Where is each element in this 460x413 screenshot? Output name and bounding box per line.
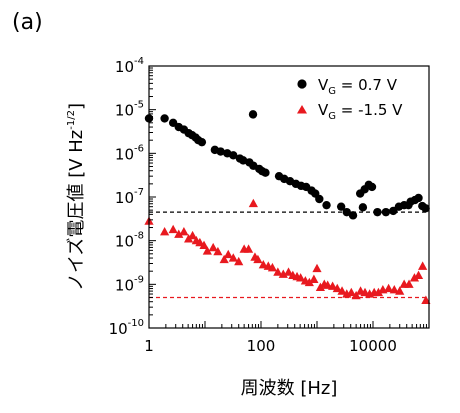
series-1-point-58 bbox=[421, 295, 431, 304]
data-points bbox=[144, 110, 431, 304]
legend-label-vg-minus-1-5-main: V bbox=[318, 101, 329, 119]
y-tick-label: 10-7 bbox=[115, 187, 144, 207]
x-axis-ticks: 1 100 10000 bbox=[144, 321, 427, 355]
series-1-point-10 bbox=[202, 246, 212, 255]
y-tick-label: 10-5 bbox=[115, 100, 144, 120]
y-axis-title: ノイズ電圧値 [V Hz-1/2] bbox=[66, 103, 87, 291]
x-tick-label: 100 bbox=[247, 337, 276, 355]
series-1-point-56 bbox=[413, 270, 424, 280]
series-0-point-34 bbox=[348, 211, 358, 220]
series-1-point-40 bbox=[337, 286, 347, 295]
series-1-point-6 bbox=[187, 230, 198, 240]
series-1-point-9 bbox=[199, 240, 209, 249]
legend: VG = 0.7 V VG = -1.5 V bbox=[297, 76, 403, 122]
legend-label-vg-minus-1-5-value: = -1.5 V bbox=[336, 101, 403, 119]
y-axis-title-main: ノイズ電圧値 [V Hz bbox=[66, 130, 87, 291]
series-1-point-52 bbox=[395, 286, 405, 295]
panel-label: (a) bbox=[12, 10, 43, 35]
series-0-point-32 bbox=[336, 202, 346, 211]
series-1-point-18 bbox=[243, 244, 254, 253]
legend-marker-vg-minus-1-5 bbox=[297, 105, 307, 114]
series-1-point-27 bbox=[283, 267, 294, 276]
series-0-point-33 bbox=[342, 207, 351, 217]
series-1-point-26 bbox=[278, 269, 288, 278]
y-tick-label: 10-8 bbox=[115, 231, 144, 251]
legend-marker-vg-0-7 bbox=[297, 79, 307, 89]
legend-label-vg-minus-1-5: VG = -1.5 V bbox=[318, 101, 403, 122]
series-0-point-39 bbox=[367, 182, 377, 192]
series-0-point-1 bbox=[160, 114, 169, 123]
series-1-point-54 bbox=[404, 279, 414, 288]
series-1-point-55 bbox=[409, 273, 420, 282]
legend-label-vg-0-7: VG = 0.7 V bbox=[318, 76, 398, 97]
series-1-point-12 bbox=[213, 246, 223, 256]
series-1-point-22 bbox=[258, 260, 268, 269]
series-1-point-24 bbox=[267, 262, 278, 272]
series-0-point-30 bbox=[315, 194, 324, 204]
y-tick-label: 10-6 bbox=[115, 143, 144, 163]
series-1-point-38 bbox=[328, 281, 338, 290]
series-0-point-31 bbox=[322, 200, 331, 210]
legend-label-vg-minus-1-5-sub: G bbox=[328, 111, 336, 122]
series-1-point-43 bbox=[351, 290, 361, 300]
legend-label-vg-0-7-value: = 0.7 V bbox=[336, 76, 398, 94]
series-1-point-15 bbox=[228, 253, 238, 262]
series-1-point-21 bbox=[253, 254, 263, 264]
series-1-point-3 bbox=[174, 229, 184, 238]
series-1-point-19 bbox=[248, 198, 258, 208]
series-1-point-34 bbox=[312, 263, 322, 273]
y-axis-ticks: 10-4 10-5 10-6 10-7 10-8 10-9 10-10 bbox=[109, 56, 156, 338]
series-1-point-4 bbox=[179, 226, 189, 236]
series-0-point-50 bbox=[421, 204, 430, 213]
y-tick-label: 10-10 bbox=[109, 318, 144, 338]
series-1-point-1 bbox=[160, 226, 170, 236]
series-1-point-57 bbox=[418, 261, 428, 270]
series-1-point-39 bbox=[332, 283, 342, 293]
x-tick-label: 1 bbox=[144, 337, 154, 355]
series-0-point-40 bbox=[373, 207, 382, 217]
y-tick-label: 10-4 bbox=[115, 56, 144, 76]
x-axis-title: 周波数 [Hz] bbox=[241, 378, 338, 399]
legend-label-vg-0-7-main: V bbox=[318, 76, 329, 94]
series-0-point-36 bbox=[358, 203, 368, 212]
series-1-point-16 bbox=[234, 256, 244, 266]
series-1-point-25 bbox=[273, 267, 283, 276]
series-0-point-21 bbox=[248, 110, 258, 119]
series-1-point-13 bbox=[219, 254, 229, 264]
series-1-point-11 bbox=[208, 242, 218, 252]
series-1-point-42 bbox=[346, 287, 356, 297]
series-0-point-48 bbox=[414, 193, 423, 203]
series-0-point-20 bbox=[261, 168, 270, 177]
series-0-point-13 bbox=[229, 151, 238, 160]
series-1-point-50 bbox=[384, 283, 394, 293]
series-1-point-30 bbox=[296, 273, 306, 282]
series-1-point-48 bbox=[373, 287, 384, 297]
series-0-point-9 bbox=[197, 137, 207, 147]
series-1-point-32 bbox=[304, 277, 314, 287]
series-0-point-11 bbox=[216, 147, 225, 156]
series-1-point-14 bbox=[223, 249, 233, 259]
series-1-point-51 bbox=[389, 284, 399, 294]
series-0-point-41 bbox=[381, 207, 391, 217]
y-axis-title-end: ] bbox=[66, 103, 87, 110]
legend-label-vg-0-7-sub: G bbox=[328, 86, 336, 97]
series-1-point-33 bbox=[309, 274, 319, 283]
series-1-point-2 bbox=[168, 224, 178, 234]
y-axis-title-exponent: -1/2 bbox=[66, 110, 77, 130]
x-tick-label: 10000 bbox=[349, 337, 397, 355]
y-tick-label: 10-9 bbox=[115, 274, 144, 294]
reference-lines bbox=[149, 211, 429, 299]
